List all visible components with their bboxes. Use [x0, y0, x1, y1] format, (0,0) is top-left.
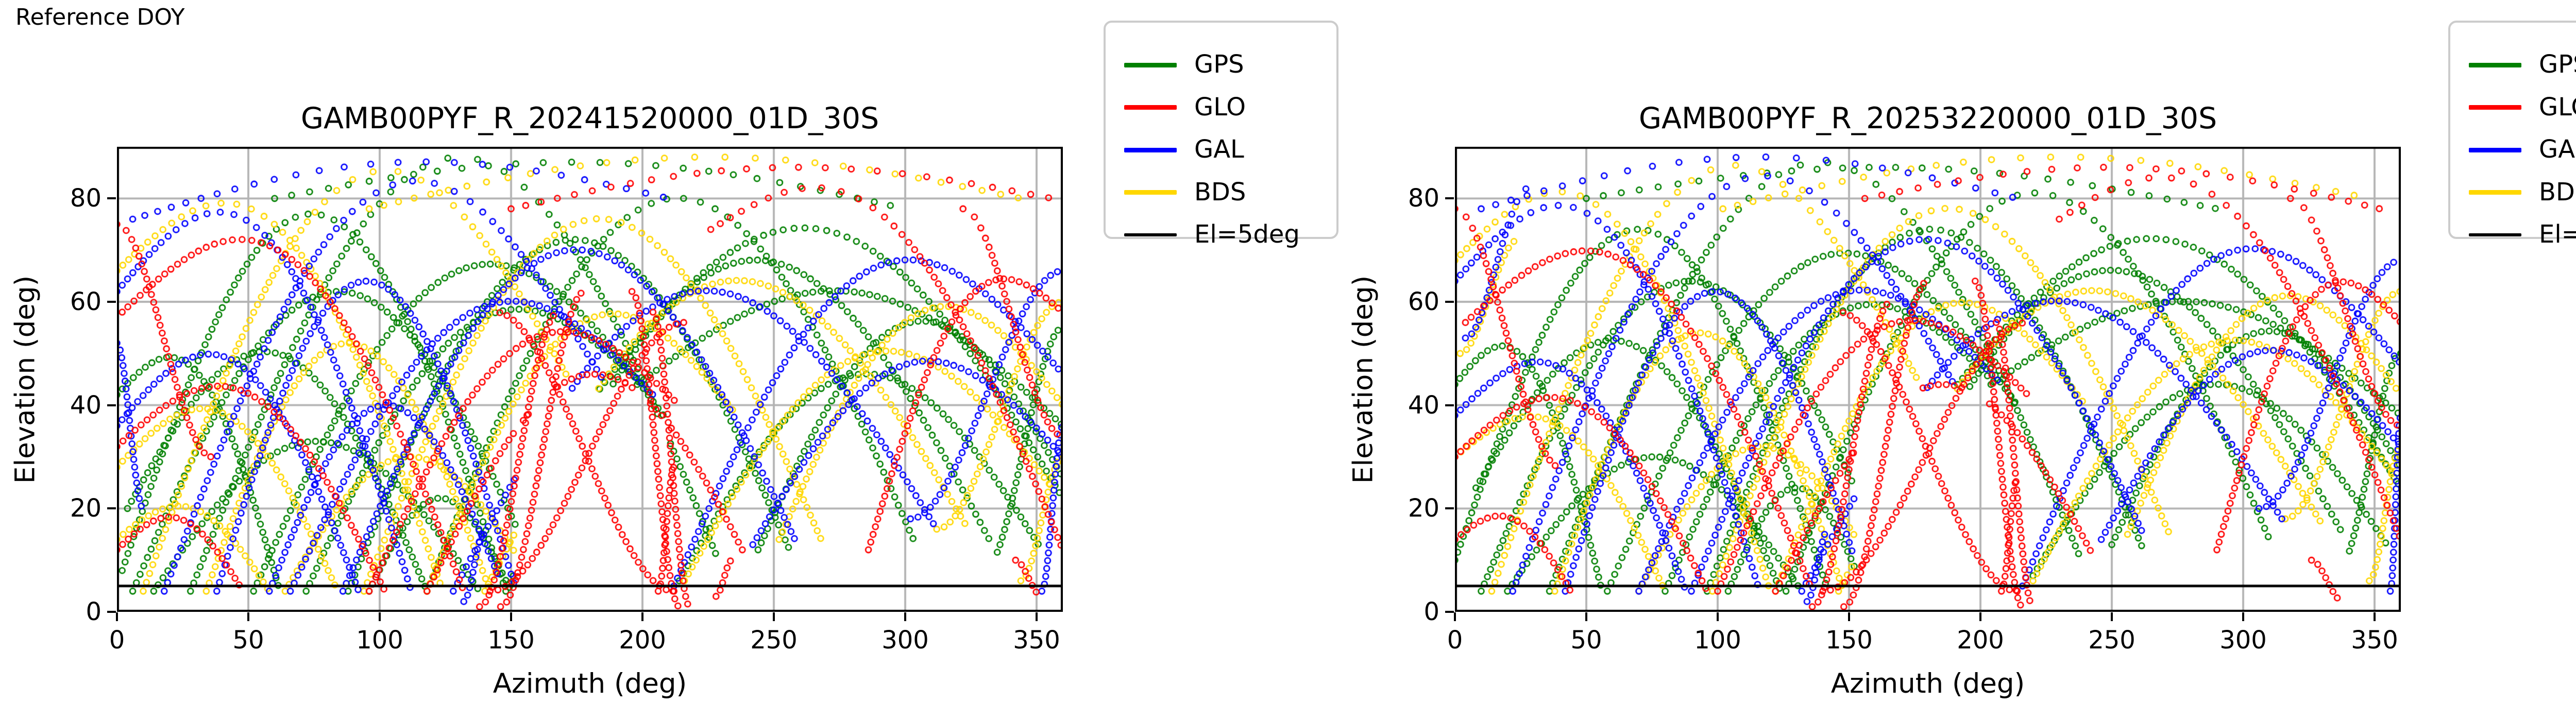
legend-swatch-gal — [2469, 147, 2521, 152]
legend-label-glo: GLO — [1194, 92, 1246, 122]
x-tick-mark — [2242, 612, 2244, 621]
y-tick-label: 40 — [70, 390, 101, 420]
x-tick-mark — [379, 612, 381, 621]
x-tick-label: 350 — [1013, 626, 1060, 655]
y-tick-mark — [107, 197, 116, 200]
plot-canvas-1 — [117, 147, 1063, 612]
chart-1-title: GAMB00PYF_R_20241520000_01D_30S — [300, 101, 879, 135]
legend-swatch-glo — [1124, 105, 1177, 110]
legend-label-gal: GAL — [2539, 134, 2576, 164]
y-tick-mark — [1445, 301, 1454, 303]
y-tick-mark — [1445, 404, 1454, 406]
x-tick-label: 0 — [1447, 626, 1463, 655]
y-tick-label: 40 — [1408, 390, 1439, 420]
y-tick-label: 60 — [70, 287, 101, 316]
y-tick-mark — [107, 404, 116, 406]
x-tick-label: 300 — [2219, 626, 2267, 655]
y-tick-mark — [107, 507, 116, 510]
x-tick-mark — [641, 612, 643, 621]
subplot-1: GAMB00PYF_R_20241520000_01D_30S Azimuth … — [10, 101, 1063, 699]
x-tick-mark — [1717, 612, 1719, 621]
x-axis-label-2: Azimuth (deg) — [1831, 668, 2025, 699]
y-tick-mark — [1445, 611, 1454, 613]
subplot-2: GAMB00PYF_R_20253220000_01D_30S Azimuth … — [1348, 101, 2401, 699]
y-tick-mark — [1445, 197, 1454, 200]
x-tick-mark — [1979, 612, 1981, 621]
y-tick-label: 80 — [1408, 184, 1439, 213]
legend-label-bds: BDS — [2539, 177, 2576, 207]
legend-label-gps: GPS — [2539, 49, 2576, 79]
x-tick-label: 250 — [750, 626, 798, 655]
legend-label-glo: GLO — [2539, 92, 2576, 122]
x-axis-label-1: Azimuth (deg) — [493, 668, 687, 699]
x-tick-label: 250 — [2088, 626, 2136, 655]
x-tick-mark — [904, 612, 906, 621]
x-tick-mark — [773, 612, 775, 621]
x-tick-label: 100 — [1694, 626, 1741, 655]
legend-swatch-gal — [1124, 147, 1177, 152]
x-tick-label: 200 — [1957, 626, 2004, 655]
x-tick-mark — [2111, 612, 2113, 621]
x-tick-mark — [1585, 612, 1587, 621]
y-axis-label-1: Elevation (deg) — [9, 275, 41, 484]
x-tick-mark — [1036, 612, 1038, 621]
legend-label-gps: GPS — [1194, 49, 1244, 79]
x-tick-label: 200 — [619, 626, 666, 655]
x-tick-label: 150 — [487, 626, 535, 655]
y-tick-label: 60 — [1408, 287, 1439, 316]
y-tick-label: 0 — [1423, 597, 1439, 626]
legend-swatch-bds — [1124, 190, 1177, 195]
y-tick-mark — [107, 301, 116, 303]
legend-swatch-bds — [2469, 190, 2521, 195]
x-tick-label: 100 — [356, 626, 403, 655]
x-tick-mark — [510, 612, 512, 621]
y-tick-label: 20 — [1408, 494, 1439, 523]
legend-swatch-el=5deg — [1124, 233, 1177, 236]
legend-label-bds: BDS — [1194, 177, 1246, 207]
legend-swatch-el=5deg — [2469, 233, 2521, 236]
x-tick-label: 50 — [1570, 626, 1602, 655]
x-tick-mark — [1454, 612, 1456, 621]
legend-1: GPS GLO GAL BDS El=5deg — [1104, 21, 1338, 249]
x-tick-mark — [116, 612, 118, 621]
y-tick-label: 20 — [70, 494, 101, 523]
y-axis-label-2: Elevation (deg) — [1347, 275, 1379, 484]
reference-doy-label: Reference DOY — [15, 4, 185, 30]
x-tick-label: 50 — [232, 626, 264, 655]
chart-2-title: GAMB00PYF_R_20253220000_01D_30S — [1638, 101, 2217, 135]
legend-2: GPS GLO GAL BDS El=5deg — [2448, 21, 2576, 249]
legend-label-el=5deg: El=5deg — [2539, 219, 2576, 249]
x-tick-mark — [247, 612, 249, 621]
legend-swatch-gps — [2469, 62, 2521, 67]
plot-canvas-2 — [1455, 147, 2401, 612]
y-tick-label: 0 — [86, 597, 101, 626]
legend-swatch-glo — [2469, 105, 2521, 110]
x-tick-mark — [2374, 612, 2376, 621]
x-tick-label: 0 — [109, 626, 125, 655]
legend-label-gal: GAL — [1194, 134, 1244, 164]
y-tick-mark — [107, 611, 116, 613]
y-tick-mark — [1445, 507, 1454, 510]
legend-label-el=5deg: El=5deg — [1194, 219, 1300, 249]
x-tick-label: 350 — [2351, 626, 2398, 655]
x-tick-label: 300 — [882, 626, 929, 655]
y-tick-label: 80 — [70, 184, 101, 213]
x-tick-mark — [1848, 612, 1850, 621]
legend-swatch-gps — [1124, 62, 1177, 67]
x-tick-label: 150 — [1825, 626, 1873, 655]
